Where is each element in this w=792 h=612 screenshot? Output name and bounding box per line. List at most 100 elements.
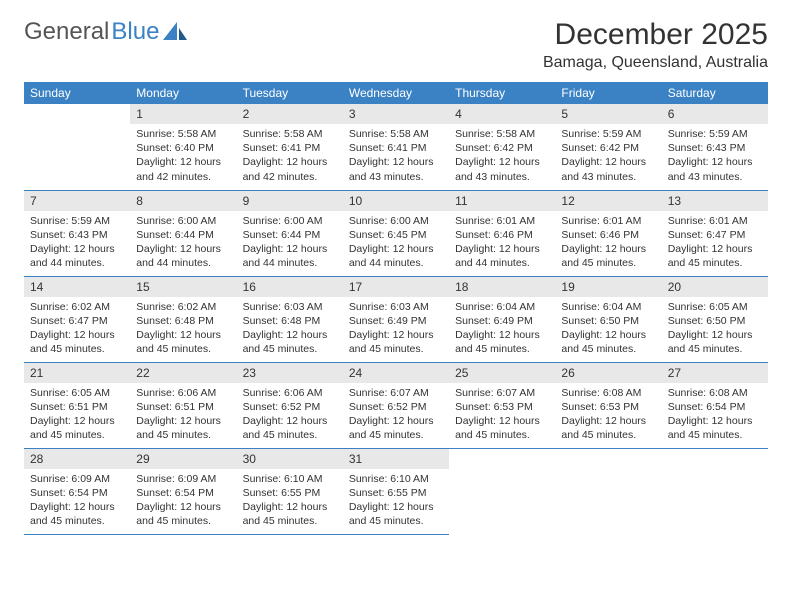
day-number: 15 (130, 277, 236, 297)
calendar-day-cell: 8Sunrise: 6:00 AMSunset: 6:44 PMDaylight… (130, 190, 236, 276)
sunrise-text: Sunrise: 6:08 AM (668, 386, 762, 400)
day-number: 18 (449, 277, 555, 297)
sunset-text: Sunset: 6:49 PM (455, 314, 549, 328)
day-info: Sunrise: 6:06 AMSunset: 6:51 PMDaylight:… (130, 383, 236, 447)
sunset-text: Sunset: 6:55 PM (349, 486, 443, 500)
daylight-text: Daylight: 12 hours and 45 minutes. (668, 414, 762, 442)
calendar-day-cell: 6Sunrise: 5:59 AMSunset: 6:43 PMDaylight… (662, 104, 768, 190)
day-info: Sunrise: 6:02 AMSunset: 6:48 PMDaylight:… (130, 297, 236, 361)
sunrise-text: Sunrise: 6:00 AM (349, 214, 443, 228)
logo-text-blue: Blue (111, 18, 159, 46)
day-info: Sunrise: 6:00 AMSunset: 6:44 PMDaylight:… (130, 211, 236, 275)
sunrise-text: Sunrise: 6:07 AM (455, 386, 549, 400)
sunrise-text: Sunrise: 6:10 AM (243, 472, 337, 486)
day-number: 20 (662, 277, 768, 297)
sunset-text: Sunset: 6:43 PM (668, 141, 762, 155)
day-number: 16 (237, 277, 343, 297)
calendar-day-cell: 10 Sunrise: 6:00 AMSunset: 6:45 PMDayligh… (343, 190, 449, 276)
day-info: Sunrise: 6:01 AMSunset: 6:46 PMDaylight:… (555, 211, 661, 275)
sunrise-text: Sunrise: 6:01 AM (455, 214, 549, 228)
day-info: Sunrise: 6:06 AMSunset: 6:52 PMDaylight:… (237, 383, 343, 447)
calendar-day-cell: 7Sunrise: 5:59 AMSunset: 6:43 PMDaylight… (24, 190, 130, 276)
day-number: 25 (449, 363, 555, 383)
sunset-text: Sunset: 6:52 PM (349, 400, 443, 414)
day-number: 22 (130, 363, 236, 383)
day-number: 28 (24, 449, 130, 469)
daylight-text: Daylight: 12 hours and 45 minutes. (561, 328, 655, 356)
sunset-text: Sunset: 6:50 PM (668, 314, 762, 328)
daylight-text: Daylight: 12 hours and 44 minutes. (243, 242, 337, 270)
day-number: 7 (24, 191, 130, 211)
calendar-empty-cell (555, 448, 661, 534)
sunset-text: Sunset: 6:55 PM (243, 486, 337, 500)
sunset-text: Sunset: 6:43 PM (30, 228, 124, 242)
day-number: 14 (24, 277, 130, 297)
sunrise-text: Sunrise: 6:05 AM (668, 300, 762, 314)
daylight-text: Daylight: 12 hours and 45 minutes. (30, 328, 124, 356)
daylight-text: Daylight: 12 hours and 43 minutes. (561, 155, 655, 183)
sunset-text: Sunset: 6:46 PM (561, 228, 655, 242)
sunrise-text: Sunrise: 5:58 AM (136, 127, 230, 141)
day-info: Sunrise: 5:58 AMSunset: 6:40 PMDaylight:… (130, 124, 236, 188)
day-number: 27 (662, 363, 768, 383)
day-number: 9 (237, 191, 343, 211)
sunset-text: Sunset: 6:54 PM (668, 400, 762, 414)
location-subtitle: Bamaga, Queensland, Australia (24, 54, 768, 72)
day-info: Sunrise: 5:58 AMSunset: 6:41 PMDaylight:… (343, 124, 449, 188)
sunrise-text: Sunrise: 6:00 AM (136, 214, 230, 228)
calendar-week-row: 1Sunrise: 5:58 AMSunset: 6:40 PMDaylight… (24, 104, 768, 190)
weekday-header: Thursday (449, 82, 555, 104)
sunrise-text: Sunrise: 6:09 AM (136, 472, 230, 486)
sunrise-text: Sunrise: 5:58 AM (455, 127, 549, 141)
daylight-text: Daylight: 12 hours and 43 minutes. (349, 155, 443, 183)
daylight-text: Daylight: 12 hours and 45 minutes. (243, 414, 337, 442)
sunrise-text: Sunrise: 6:09 AM (30, 472, 124, 486)
calendar-day-cell: 26Sunrise: 6:08 AMSunset: 6:53 PMDayligh… (555, 362, 661, 448)
sunrise-text: Sunrise: 6:05 AM (30, 386, 124, 400)
sunset-text: Sunset: 6:44 PM (243, 228, 337, 242)
weekday-header: Tuesday (237, 82, 343, 104)
day-number: 8 (130, 191, 236, 211)
daylight-text: Daylight: 12 hours and 45 minutes. (455, 328, 549, 356)
daylight-text: Daylight: 12 hours and 45 minutes. (136, 328, 230, 356)
day-info: Sunrise: 5:58 AMSunset: 6:41 PMDaylight:… (237, 124, 343, 188)
daylight-text: Daylight: 12 hours and 45 minutes. (668, 328, 762, 356)
day-info: Sunrise: 6:05 AMSunset: 6:51 PMDaylight:… (24, 383, 130, 447)
daylight-text: Daylight: 12 hours and 45 minutes. (136, 500, 230, 528)
sunset-text: Sunset: 6:40 PM (136, 141, 230, 155)
day-info: Sunrise: 6:02 AMSunset: 6:47 PMDaylight:… (24, 297, 130, 361)
day-info: Sunrise: 6:03 AMSunset: 6:49 PMDaylight:… (343, 297, 449, 361)
calendar-day-cell: 15Sunrise: 6:02 AMSunset: 6:48 PMDayligh… (130, 276, 236, 362)
sunset-text: Sunset: 6:54 PM (30, 486, 124, 500)
sunset-text: Sunset: 6:44 PM (136, 228, 230, 242)
day-number: 12 (555, 191, 661, 211)
day-info: Sunrise: 5:59 AMSunset: 6:43 PMDaylight:… (24, 211, 130, 275)
day-number: 3 (343, 104, 449, 124)
sunset-text: Sunset: 6:53 PM (561, 400, 655, 414)
daylight-text: Daylight: 12 hours and 45 minutes. (561, 414, 655, 442)
calendar-empty-cell (449, 448, 555, 534)
calendar-day-cell: 28Sunrise: 6:09 AMSunset: 6:54 PMDayligh… (24, 448, 130, 534)
sunset-text: Sunset: 6:45 PM (349, 228, 443, 242)
sunset-text: Sunset: 6:48 PM (136, 314, 230, 328)
daylight-text: Daylight: 12 hours and 44 minutes. (349, 242, 443, 270)
daylight-text: Daylight: 12 hours and 45 minutes. (349, 414, 443, 442)
sunrise-text: Sunrise: 6:04 AM (561, 300, 655, 314)
calendar-day-cell: 4Sunrise: 5:58 AMSunset: 6:42 PMDaylight… (449, 104, 555, 190)
sunrise-text: Sunrise: 6:10 AM (349, 472, 443, 486)
weekday-header: Friday (555, 82, 661, 104)
daylight-text: Daylight: 12 hours and 45 minutes. (349, 328, 443, 356)
day-info: Sunrise: 6:07 AMSunset: 6:52 PMDaylight:… (343, 383, 449, 447)
day-info: Sunrise: 6:04 AMSunset: 6:50 PMDaylight:… (555, 297, 661, 361)
day-number: 10 (343, 191, 449, 211)
sunrise-text: Sunrise: 5:59 AM (561, 127, 655, 141)
daylight-text: Daylight: 12 hours and 45 minutes. (668, 242, 762, 270)
day-info: Sunrise: 6:03 AMSunset: 6:48 PMDaylight:… (237, 297, 343, 361)
day-number: 1 (130, 104, 236, 124)
calendar-empty-cell (24, 104, 130, 190)
sunset-text: Sunset: 6:41 PM (349, 141, 443, 155)
logo-text-general: General (24, 18, 109, 46)
day-info: Sunrise: 5:58 AMSunset: 6:42 PMDaylight:… (449, 124, 555, 188)
weekday-header: Saturday (662, 82, 768, 104)
calendar-week-row: 14Sunrise: 6:02 AMSunset: 6:47 PMDayligh… (24, 276, 768, 362)
